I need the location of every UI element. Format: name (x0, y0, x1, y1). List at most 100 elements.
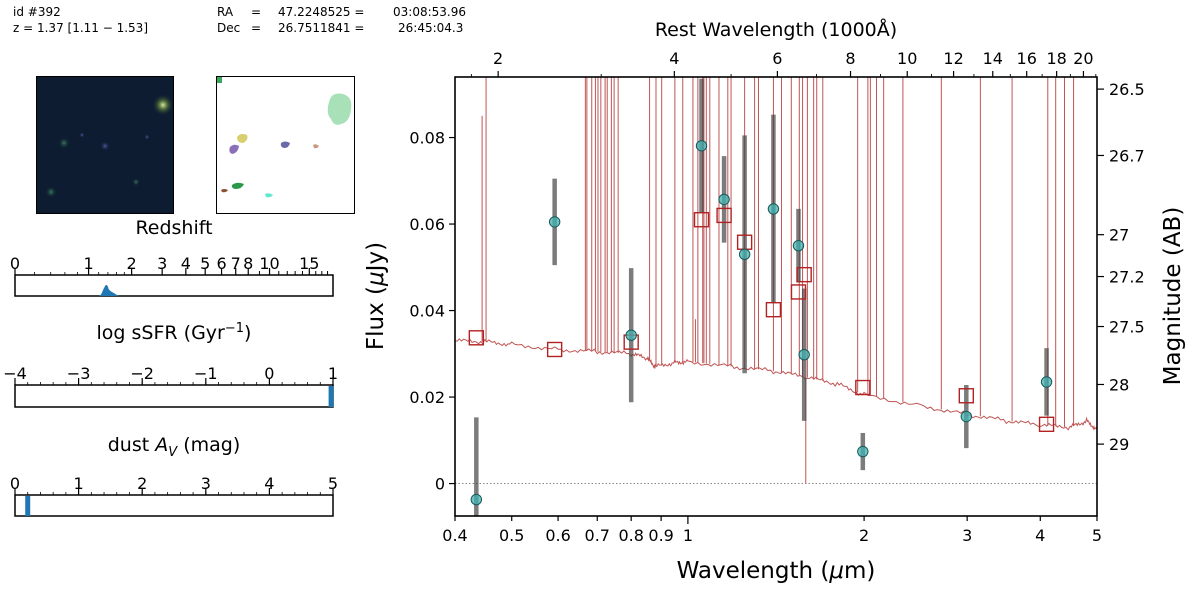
posterior-tick-label: 2 (127, 254, 137, 273)
redshift-panel-title: Redshift (135, 217, 212, 239)
observed-photometry (470, 140, 1053, 506)
ssfr-title-close: ) (244, 322, 251, 344)
top-tick-label: 14 (983, 49, 1003, 68)
top-tick-label: 20 (1073, 49, 1093, 68)
redshift-panel: Redshift 0 1 2 3 4 5 6 7 8 10 15 (10, 217, 334, 297)
dec-equals: = (251, 21, 262, 35)
x-tick-label: 0.7 (585, 526, 610, 545)
segmentation-art (217, 77, 352, 198)
observed-point (798, 348, 810, 361)
ra-degrees: 47.2248525 = (278, 5, 365, 19)
top-tick-label: 10 (897, 49, 917, 68)
dust-posterior (25, 496, 31, 516)
model-photometry-point (796, 266, 812, 283)
plot-frame (454, 76, 1098, 517)
model-photometry-point (790, 284, 807, 300)
rest-wavelength-label: Rest Wavelength (1000Å) (655, 18, 897, 41)
x-tick-label: 0.6 (545, 526, 570, 545)
redshift-posterior-frame (14, 274, 334, 297)
dust-posterior-frame (14, 494, 334, 517)
object-id: id #392 (13, 5, 61, 19)
x-axis-ticks: 0.4 0.5 0.6 0.7 0.8 0.9 1 2 3 4 5 (442, 516, 1102, 545)
ssfr-panel-title: log sSFR (Gyr−1) (97, 321, 252, 344)
ssfr-posterior (328, 386, 334, 407)
posterior-tick-label: 15 (299, 254, 319, 273)
top-tick-label: 8 (845, 49, 855, 68)
observed-point (857, 445, 869, 458)
magnitude-axis-label: Magnitude (AB) (1160, 207, 1186, 386)
model-spectrum (455, 77, 1097, 484)
y-axis-label: Flux (μJy) (363, 242, 389, 350)
magnitude-tick-label: 28 (1109, 375, 1129, 394)
dust-title-symbol: A (153, 434, 168, 456)
x-tick-label: 3 (962, 526, 972, 545)
image-cutout-art (37, 77, 173, 212)
model-photometry-point (546, 341, 563, 358)
x-axis-label-unit: μ (828, 558, 844, 584)
y-axis-ticks: 0 0.02 0.04 0.06 0.08 (409, 129, 455, 494)
magnitude-tick-label: 27 (1109, 226, 1129, 245)
model-photometry-point (958, 388, 975, 404)
model-photometry-point (693, 212, 710, 228)
dust-axis: 0 1 2 3 4 5 (10, 474, 338, 495)
observed-point (767, 203, 780, 215)
x-tick-label: 4 (1035, 526, 1045, 545)
posterior-tick-label: 8 (243, 254, 253, 273)
observed-point (695, 140, 708, 152)
top-tick-label: 12 (943, 49, 963, 68)
dust-panel-title: dust AV (mag) (108, 434, 240, 460)
segmentation-map (216, 76, 355, 214)
posterior-tick-label: 10 (259, 254, 279, 273)
x-tick-label: 2 (859, 526, 869, 545)
dust-panel: dust AV (mag) 0 1 2 3 4 5 (10, 434, 338, 517)
x-tick-label: 5 (1092, 526, 1102, 545)
posterior-tick-label: 1 (74, 474, 84, 493)
observed-point (625, 329, 637, 341)
posterior-tick-label: −3 (67, 364, 91, 383)
top-tick-label: 18 (1046, 49, 1066, 68)
error-bars (474, 78, 1049, 516)
y-axis-label-end: Jy) (363, 242, 389, 273)
sed-chart: 0.4 0.5 0.6 0.7 0.8 0.9 1 2 3 4 5 00.020.040.060.0… (363, 18, 1186, 584)
ra-equals: = (251, 5, 262, 19)
observed-point (960, 410, 973, 423)
dust-title-sub: V (168, 445, 178, 460)
ssfr-panel: log sSFR (Gyr−1) −4 −3 −2 −1 0 1 (3, 321, 338, 408)
dust-title-main: dust (108, 434, 156, 456)
posterior-tick-label: 5 (200, 254, 210, 273)
posterior-panels: Redshift 0 1 2 3 4 5 6 7 8 10 15 log sSFR (Gyr−1) … (3, 217, 338, 517)
observed-point (548, 216, 561, 228)
image-cutout (36, 76, 174, 214)
magnitude-tick-label: 29 (1109, 435, 1129, 454)
top-tick-label: 4 (669, 49, 679, 68)
ssfr-title-main: log sSFR (Gyr (97, 322, 226, 344)
ssfr-posterior-frame (14, 384, 334, 408)
dust-title-close: (mag) (177, 434, 240, 456)
posterior-tick-label: −4 (3, 364, 27, 383)
posterior-tick-label: 2 (137, 474, 147, 493)
top-tick-label: 16 (1017, 49, 1037, 68)
model-photometry-point (716, 207, 732, 224)
top-tick-label: 6 (772, 49, 782, 68)
y-axis-label-text: Flux ( (363, 286, 389, 350)
posterior-tick-label: 3 (157, 254, 167, 273)
redshift-summary: z = 1.37 [1.11 − 1.53] (13, 21, 148, 35)
y-tick-label: 0.08 (409, 129, 445, 148)
ssfr-title-sup: −1 (225, 321, 244, 336)
y-tick-label: 0.02 (409, 388, 445, 407)
x-axis-label-end: m) (844, 558, 875, 584)
redshift-posterior (98, 284, 119, 296)
ra-hms: 03:08:53.96 (393, 5, 466, 19)
x-axis-label: Wavelength (μm) (677, 558, 876, 584)
posterior-tick-label: 1 (83, 254, 93, 273)
posterior-tick-label: 1 (328, 364, 338, 383)
dec-dms: 26:45:04.3 (398, 21, 464, 35)
magnitude-tick-label: 26.7 (1109, 146, 1145, 165)
x-axis-label-text: Wavelength ( (677, 558, 830, 584)
posterior-tick-label: 6 (216, 254, 226, 273)
model-photometry-point (765, 301, 782, 318)
top-tick-label: 2 (493, 49, 503, 68)
redshift-axis: 0 1 2 3 4 5 6 7 8 10 15 (10, 254, 329, 275)
model-photometry-point (468, 330, 485, 346)
x-tick-label: 0.5 (499, 526, 524, 545)
